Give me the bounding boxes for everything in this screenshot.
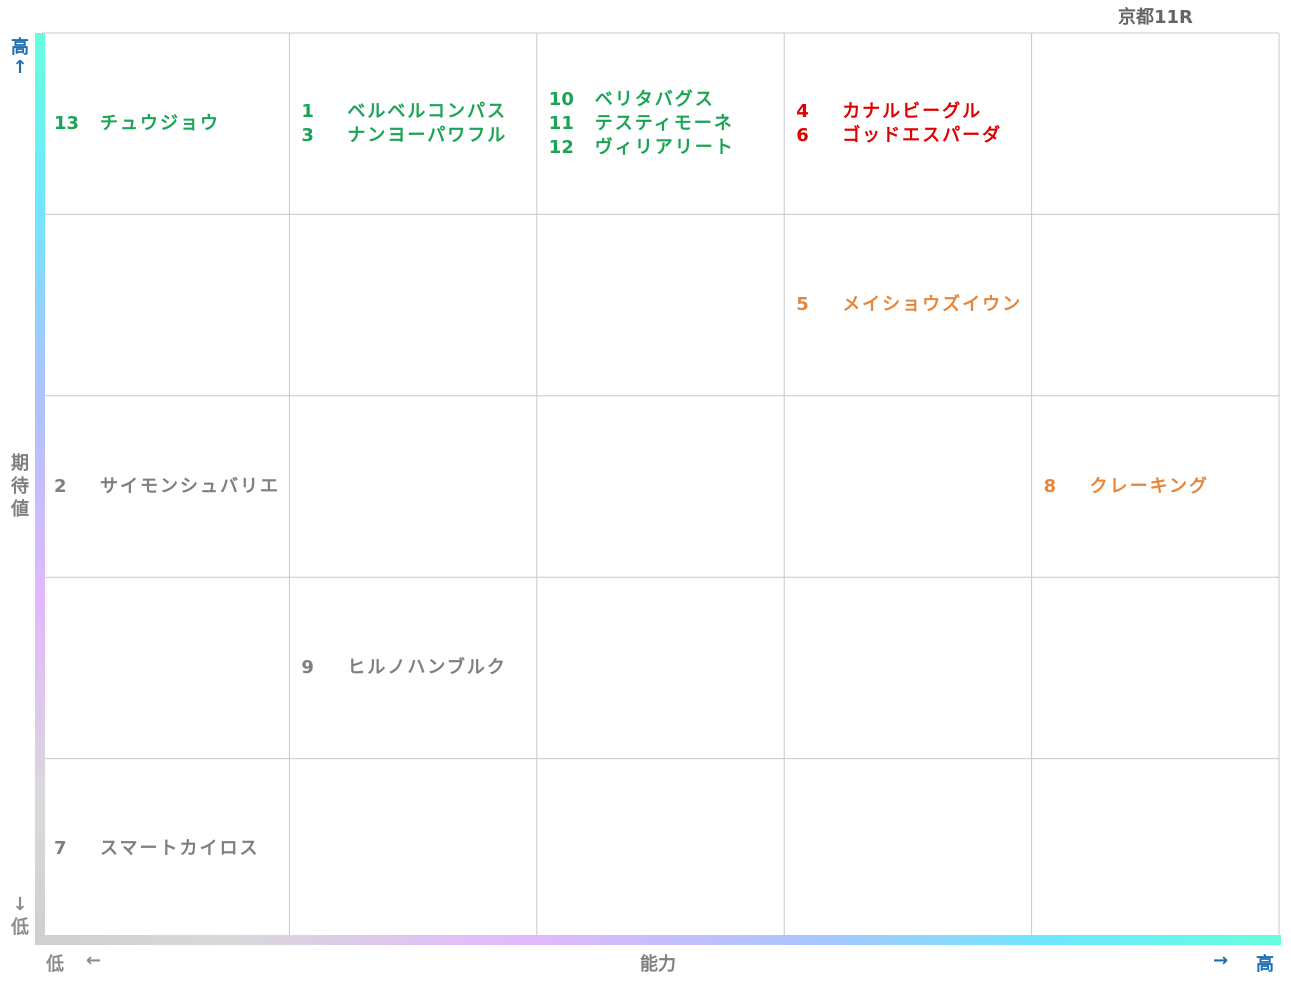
horse-number: 1 [301,100,314,122]
horse-label: 3 ナンヨーパワフル [301,124,507,148]
horse-label: 12 ヴィリアリート [549,136,735,160]
y-axis-low-label: 低 [11,917,29,938]
x-axis-high-arrow-icon: → [1213,950,1229,971]
horse-number: 10 [548,88,574,110]
y-axis-low-arrow-icon: ↓ [12,894,28,915]
x-axis-label: 能力 [640,954,676,975]
horse-name: ゴッドエスパーダ [842,124,1003,146]
horse-number: 12 [548,136,574,158]
horse-name: ベルベルコンパス [347,100,508,122]
race-title: 京都11R [1118,7,1193,28]
horse-number: 3 [301,124,314,146]
y-axis-bar [35,33,45,945]
horse-name: クレーキング [1089,475,1210,497]
horse-label: 4 カナルビーグル [796,100,982,124]
x-axis-low-arrow-icon: ← [86,950,102,971]
x-axis-high-label: 高 [1256,954,1274,975]
horse-name: スマートカイロス [100,838,260,860]
horse-label: 10 ベリタバグス [549,88,715,112]
horse-name: ナンヨーパワフル [347,124,508,146]
horse-label: 9 ヒルノハンブルク [301,656,506,680]
horse-name: ヴィリアリート [594,136,735,158]
horse-label: 1 ベルベルコンパス [301,100,507,124]
horse-name: チュウジョウ [100,112,220,134]
x-axis-bar [35,935,1281,945]
horse-label: 11 テスティモーネ [549,112,734,136]
horse-number: 2 [54,475,67,497]
y-axis-high-label: 高 [11,37,29,58]
horse-label: 2 サイモンシュバリエ [54,475,280,499]
horse-number: 7 [54,838,67,860]
y-axis-label: 期待値 [11,453,29,520]
horse-number: 8 [1043,475,1057,497]
x-axis-low-label: 低 [46,954,64,975]
horse-number: 11 [548,112,574,134]
horse-number: 6 [796,124,809,146]
horse-number: 4 [796,100,809,122]
horse-number: 5 [796,294,809,316]
y-axis-high-arrow-icon: ↑ [12,57,28,78]
horse-name: メイショウズイウン [842,294,1023,316]
horse-label: 8 クレーキング [1044,475,1209,499]
horse-number: 13 [54,112,80,134]
horse-name: テスティモーネ [594,112,734,134]
horse-name: ベリタバグス [594,88,715,110]
horse-label: 7 スマートカイロス [54,837,259,861]
horse-label: 5 メイショウズイウン [796,293,1022,317]
horse-label: 13 チュウジョウ [54,112,220,136]
horse-name: ヒルノハンブルク [347,656,507,678]
horse-label: 6 ゴッドエスパーダ [796,124,1002,148]
horse-number: 9 [301,656,314,678]
horse-name: サイモンシュバリエ [100,475,280,497]
horse-name: カナルビーグル [842,100,983,122]
